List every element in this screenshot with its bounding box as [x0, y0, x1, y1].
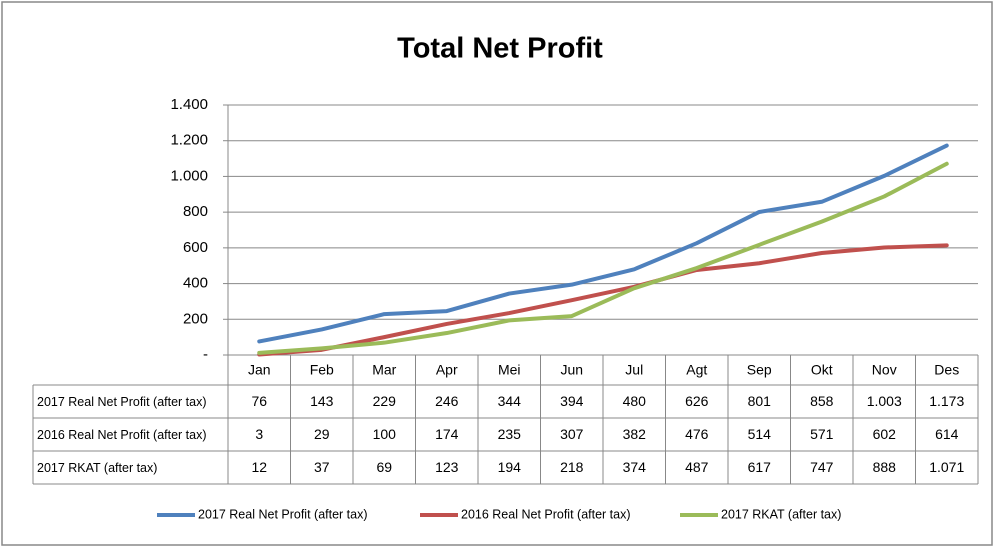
table-cell: 1.173 [929, 393, 964, 409]
x-tick-label: Jan [248, 362, 271, 378]
series-line [257, 161, 949, 355]
table-cell: 29 [314, 426, 330, 442]
y-tick-label: 800 [183, 203, 208, 220]
table-cell: 69 [376, 459, 392, 475]
x-tick-label: Feb [310, 362, 334, 378]
y-tick-label: 1.200 [170, 132, 208, 149]
table-row-header: 2017 RKAT (after tax) [37, 461, 157, 475]
table-cell: 626 [685, 393, 709, 409]
table-cell: 571 [810, 426, 834, 442]
table-cell: 218 [560, 459, 584, 475]
table-row-header: 2016 Real Net Profit (after tax) [37, 428, 207, 442]
table-cell: 174 [435, 426, 459, 442]
table-cell: 617 [748, 459, 772, 475]
x-tick-label: Des [934, 362, 959, 378]
table-cell: 37 [314, 459, 330, 475]
table-cell: 194 [498, 459, 522, 475]
y-tick-label: 1.400 [170, 96, 208, 113]
x-tick-label: Jun [560, 362, 583, 378]
y-tick-label: 200 [183, 310, 208, 327]
series-line [257, 243, 949, 357]
x-tick-label: Agt [686, 362, 707, 378]
table-cell: 235 [498, 426, 522, 442]
table-cell: 801 [748, 393, 772, 409]
table-cell: 1.071 [929, 459, 964, 475]
legend-label: 2017 Real Net Profit (after tax) [198, 507, 368, 521]
table-cell: 480 [623, 393, 647, 409]
table-cell: 476 [685, 426, 709, 442]
table-cell: 100 [373, 426, 397, 442]
table-cell: 246 [435, 393, 459, 409]
y-tick-label: 600 [183, 239, 208, 256]
table-cell: 123 [435, 459, 459, 475]
table-cell: 614 [935, 426, 959, 442]
table-cell: 487 [685, 459, 709, 475]
table-cell: 374 [623, 459, 647, 475]
x-tick-label: Mei [498, 362, 521, 378]
table-cell: 76 [251, 393, 267, 409]
table-cell: 888 [873, 459, 897, 475]
table-cell: 394 [560, 393, 584, 409]
legend-label: 2017 RKAT (after tax) [721, 507, 841, 521]
x-tick-label: Jul [625, 362, 643, 378]
table-cell: 602 [873, 426, 897, 442]
x-tick-label: Mar [372, 362, 396, 378]
y-tick-label: 1.000 [170, 167, 208, 184]
table-cell: 1.003 [867, 393, 902, 409]
x-tick-label: Okt [811, 362, 833, 378]
table-row-header: 2017 Real Net Profit (after tax) [37, 395, 207, 409]
x-tick-label: Sep [747, 362, 772, 378]
table-cell: 3 [255, 426, 263, 442]
table-cell: 344 [498, 393, 522, 409]
y-tick-label: 400 [183, 275, 208, 292]
x-tick-label: Nov [872, 362, 897, 378]
table-cell: 229 [373, 393, 397, 409]
series-line [257, 143, 949, 344]
table-cell: 514 [748, 426, 772, 442]
table-cell: 382 [623, 426, 647, 442]
table-cell: 747 [810, 459, 834, 475]
table-cell: 858 [810, 393, 834, 409]
table-cell: 12 [251, 459, 267, 475]
y-tick-label: - [203, 346, 208, 363]
x-tick-label: Apr [436, 362, 458, 378]
legend-label: 2016 Real Net Profit (after tax) [461, 507, 631, 521]
table-cell: 143 [310, 393, 334, 409]
table-cell: 307 [560, 426, 584, 442]
chart-title: Total Net Profit [397, 33, 603, 65]
